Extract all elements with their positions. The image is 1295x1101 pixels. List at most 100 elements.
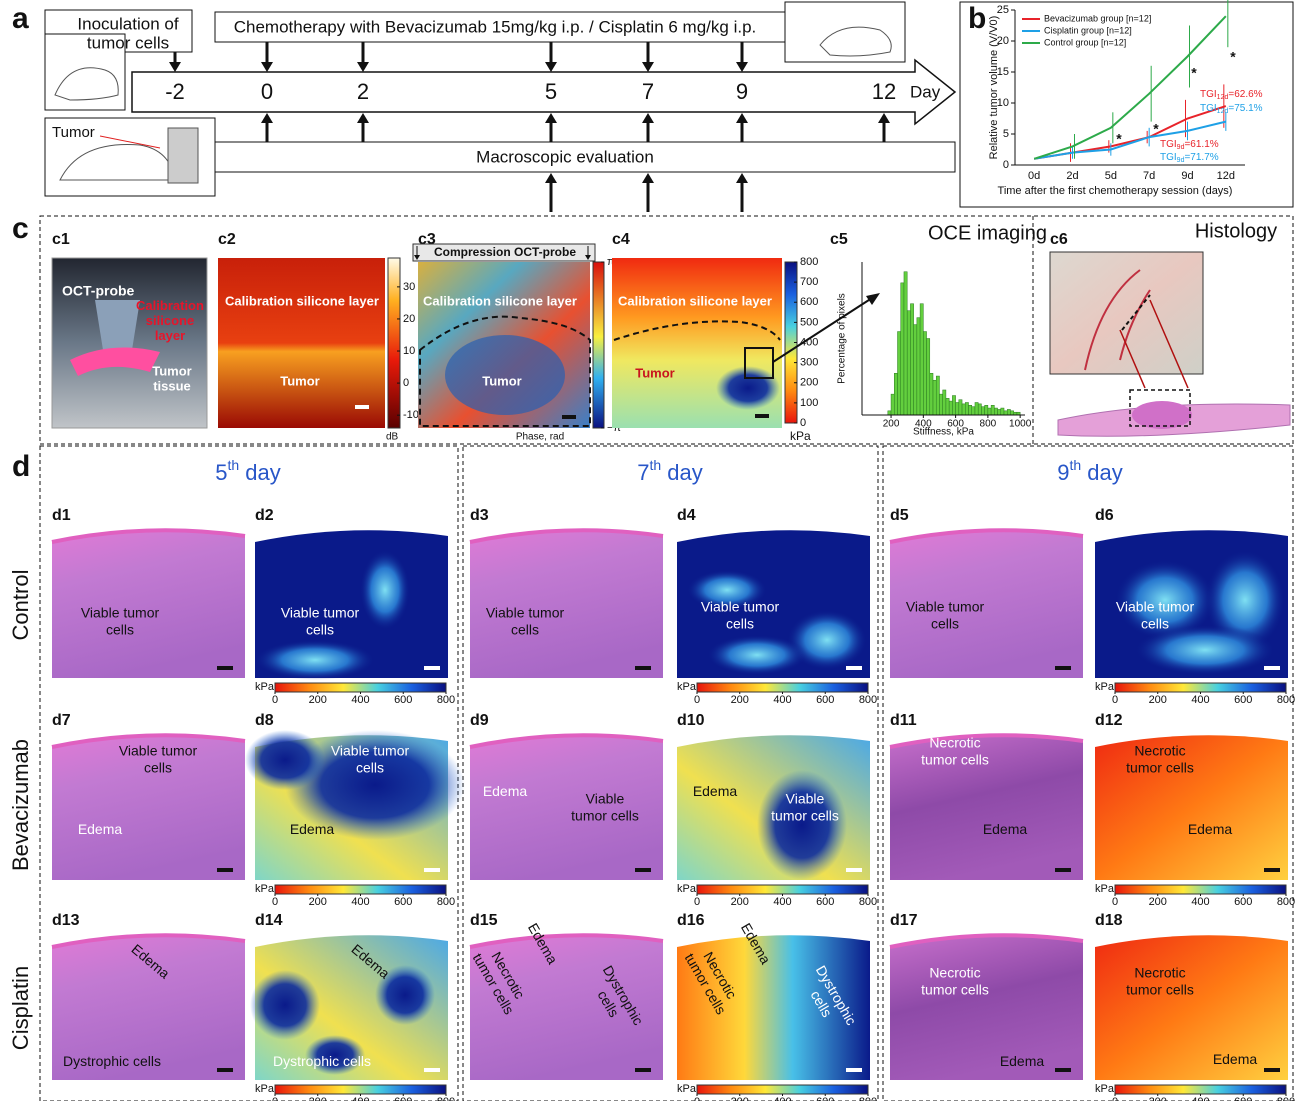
colorbar-tick-label: 800 — [1277, 896, 1295, 908]
photo-label: OCT-probe — [62, 283, 135, 299]
tgi-value: =75.1% — [1228, 103, 1262, 114]
label-line: Viable — [786, 790, 825, 806]
tumor-section — [1132, 401, 1192, 429]
panel-label: d16 — [677, 912, 705, 929]
x-tick-label: 2d — [1066, 170, 1078, 182]
colorbar-tick-label: 100 — [800, 397, 818, 409]
label-line: layer — [155, 328, 185, 343]
stiffness-region — [360, 550, 410, 630]
histogram-bar — [991, 405, 994, 415]
colorbar — [697, 1085, 868, 1094]
y-tick-label: 25 — [997, 4, 1009, 16]
label-line: Edema — [1188, 821, 1233, 837]
histogram-bar — [949, 401, 952, 415]
x-tick-label: 800 — [980, 419, 997, 430]
chemotherapy-text: Chemotherapy with Bevacizumab 15mg/kg i.… — [234, 17, 757, 36]
colorbar-tick-label: 600 — [394, 1096, 412, 1101]
image-label: Edema — [290, 821, 335, 837]
scale-bar — [424, 666, 440, 670]
colorbar — [275, 683, 446, 692]
colorbar-tick-label: 400 — [773, 896, 791, 908]
colorbar-tick-label: 200 — [731, 694, 749, 706]
colorbar-tick-label: 500 — [800, 316, 818, 328]
colorbar — [697, 683, 868, 692]
panel-label: d8 — [255, 712, 274, 729]
image-label: Tumor — [280, 373, 319, 388]
tgi-annotation: TGI12d=62.6% — [1200, 89, 1263, 102]
x-tick-label: 5d — [1105, 170, 1117, 182]
legend-entry: Cisplatin group [n=12] — [1044, 25, 1132, 35]
panel-label: c6 — [1050, 231, 1068, 248]
probe-header-text: Compression OCT-probe — [434, 245, 576, 259]
panel-label: d14 — [255, 912, 283, 929]
measurement-arrow-head — [736, 113, 748, 123]
histogram-bar — [1010, 411, 1013, 415]
colorbar-unit: kPa — [677, 1083, 697, 1095]
stiffness-region — [707, 635, 807, 675]
panel-label: d11 — [890, 712, 917, 729]
label-line: Necrotic — [929, 734, 980, 750]
colorbar-tick-label: 200 — [309, 1096, 327, 1101]
image-label: Calibration silicone layer — [225, 293, 379, 308]
scale-bar — [1264, 1068, 1280, 1072]
elastography-image — [1095, 735, 1288, 880]
panel-label: d7 — [52, 712, 71, 729]
label-line: cells — [511, 621, 539, 637]
label-line: Edema — [483, 783, 528, 799]
day-number: 7 — [637, 460, 649, 485]
histogram-bar — [904, 272, 907, 415]
colorbar-unit: kPa — [677, 681, 697, 693]
colorbar-tick-label: 400 — [773, 1096, 791, 1101]
histogram-bar — [978, 404, 981, 415]
x-tick-label: 9d — [1181, 170, 1193, 182]
panel-label: d12 — [1095, 712, 1123, 729]
label-line: cells — [1141, 615, 1169, 631]
day-number: 5 — [215, 460, 227, 485]
evaluation-text: Macroscopic evaluation — [476, 147, 654, 166]
colorbar-tick-label: 0 — [694, 896, 700, 908]
section-heading: OCE imaging — [928, 222, 1047, 244]
stiff-region — [716, 366, 780, 410]
scale-bar — [1055, 666, 1071, 670]
colorbar-tick-label: 800 — [859, 896, 877, 908]
day-unit: Day — [910, 82, 941, 101]
tgi-annotation: TGI9d=61.1% — [1160, 139, 1219, 152]
day-heading: 5th day — [215, 457, 281, 485]
histogram-bar — [898, 332, 901, 415]
chemotherapy-arrow-head — [642, 62, 654, 72]
colorbar-tick-label: 600 — [800, 296, 818, 308]
panel-label: c2 — [218, 231, 236, 248]
label-line: Tumor — [152, 364, 191, 379]
photo-label: Tumortissue — [152, 364, 191, 394]
image-label: Necrotictumor cells — [921, 734, 989, 767]
day-text: day — [661, 460, 703, 485]
panel-letter: b — [968, 2, 986, 35]
colorbar-tick-label: 600 — [1234, 896, 1252, 908]
scale-bar — [635, 868, 651, 872]
label-line: Calibration — [136, 298, 204, 313]
colorbar-tick-label: 200 — [800, 377, 818, 389]
inoculation-arrow-head — [169, 62, 181, 72]
elastography-image — [1095, 935, 1288, 1080]
panel-letter: d — [12, 450, 30, 483]
label-line: Viable tumor — [1116, 598, 1195, 614]
day-superscript: th — [1069, 457, 1081, 473]
colorbar-tick-label: 200 — [1149, 694, 1167, 706]
tgi-subscript: 12d — [1217, 108, 1229, 115]
histogram-bar — [888, 411, 891, 415]
label-line: Edema — [693, 783, 738, 799]
panel-label: d17 — [890, 912, 918, 929]
scale-bar — [562, 415, 576, 419]
histogram-bar — [946, 398, 949, 415]
image-label: Necrotictumor cells — [921, 964, 989, 997]
colorbar-tick-label: 400 — [1191, 896, 1209, 908]
tgi-annotation: TGI9d=71.7% — [1160, 152, 1219, 165]
tgi-value: =61.1% — [1184, 139, 1218, 150]
scale-bar — [1264, 868, 1280, 872]
label-line: Necrotic — [929, 964, 980, 980]
colorbar-tick-label: 400 — [351, 896, 369, 908]
label-line: cells — [306, 621, 334, 637]
panel-label: c4 — [612, 231, 630, 248]
colorbar-tick-label: 0 — [272, 694, 278, 706]
histogram-bar — [910, 304, 913, 415]
